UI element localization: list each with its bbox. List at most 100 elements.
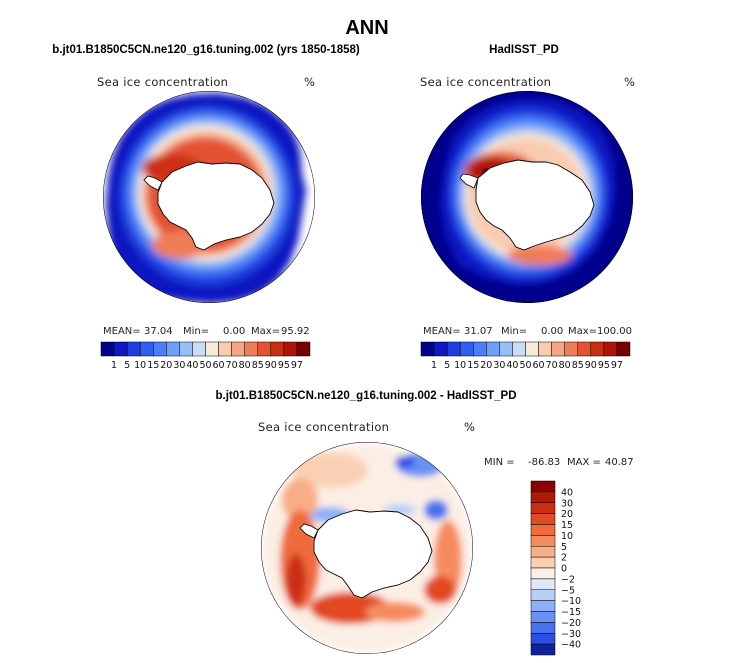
colorbar-swatch xyxy=(616,341,631,357)
panel-model-variable-label: Sea ice concentration xyxy=(97,75,228,89)
colorbar-swatch xyxy=(296,341,311,357)
colorbar-swatch xyxy=(530,589,556,601)
colorbar-tick-label: −40 xyxy=(561,640,581,651)
figure-title: ANN xyxy=(345,17,388,39)
colorbar-swatch xyxy=(530,622,556,634)
panel-model-max-value: 95.92 xyxy=(281,326,310,337)
panel-obs-stats: MEAN= 31.07 Min= 0.00 Max= 100.00 xyxy=(423,326,632,337)
colorbar-tick-label: 15 xyxy=(561,520,573,531)
panel-obs-mean-label: MEAN= xyxy=(423,326,461,337)
panel-diff-max-value: 40.87 xyxy=(605,457,634,468)
panel-diff-variable-label: Sea ice concentration xyxy=(258,420,389,434)
colorbar-swatch xyxy=(525,341,539,357)
colorbar-swatch xyxy=(473,341,487,357)
colorbar-tick-label: 15 xyxy=(147,360,159,371)
colorbar-tick-label: 95 xyxy=(598,360,610,371)
colorbar-swatch xyxy=(590,341,605,357)
panel-obs-min-label: Min= xyxy=(501,326,527,337)
colorbar-swatch xyxy=(113,341,128,357)
colorbar-swatch xyxy=(530,578,556,591)
colorbar-tick-label: 97 xyxy=(291,360,303,371)
colorbar-swatch xyxy=(530,491,556,504)
colorbar-tick-label: 1 xyxy=(111,360,117,371)
colorbar-swatch xyxy=(530,600,556,612)
panel-diff-min-label: MIN = xyxy=(484,457,515,468)
colorbar-swatch xyxy=(166,341,180,357)
colorbar-tick-label: 85 xyxy=(252,360,264,371)
colorbar-tick-label: 20 xyxy=(561,509,573,520)
panel-diff-max-label: MAX = xyxy=(567,457,601,468)
colorbar-tick-label: 50 xyxy=(519,360,531,371)
colorbar-swatch xyxy=(530,546,556,558)
colorbar-tick-label: 5 xyxy=(124,360,130,371)
colorbar-swatch xyxy=(126,341,141,357)
colorbar-swatch xyxy=(551,341,565,357)
colorbar-swatch xyxy=(564,341,579,357)
colorbar-tick-label: 10 xyxy=(454,360,466,371)
colorbar-swatch xyxy=(538,341,552,357)
panel-model-max-label: Max= xyxy=(251,326,280,337)
colorbar-tick-label: −30 xyxy=(561,629,581,640)
colorbar-swatch xyxy=(530,611,556,623)
colorbar-tick-label: −2 xyxy=(561,574,575,585)
panel-model-min-label: Min= xyxy=(183,326,209,337)
colorbar-tick-label: 15 xyxy=(467,360,479,371)
colorbar-tick-label: 1 xyxy=(431,360,437,371)
colorbar-swatch xyxy=(257,341,272,357)
panel-diff-min-value: -86.83 xyxy=(528,457,560,468)
colorbar-swatch xyxy=(530,633,556,645)
colorbar-swatch xyxy=(530,524,556,536)
panel-model-map xyxy=(103,91,315,303)
colorbar-tick-label: 30 xyxy=(493,360,505,371)
panel-diff-map xyxy=(261,442,473,654)
panel-diff: b.jt01.B1850C5CN.ne120_g16.tuning.002 - … xyxy=(215,390,634,656)
colorbar-swatch xyxy=(244,341,259,357)
panel-obs-mean-value: 31.07 xyxy=(464,326,493,337)
colorbar-swatch xyxy=(270,341,285,357)
colorbar-swatch xyxy=(530,567,556,580)
panel-obs-max-label: Max= xyxy=(568,326,597,337)
colorbar-tick-label: 95 xyxy=(278,360,290,371)
panel-diff-title: b.jt01.B1850C5CN.ne120_g16.tuning.002 - … xyxy=(215,390,516,402)
panel-model: b.jt01.B1850C5CN.ne120_g16.tuning.002 (y… xyxy=(52,44,360,371)
panel-obs-min-value: 0.00 xyxy=(541,326,563,337)
colorbar-swatch xyxy=(499,341,513,357)
colorbar-tick-label: 60 xyxy=(533,360,545,371)
colorbar-tick-label: 80 xyxy=(559,360,571,371)
colorbar-tick-label: 2 xyxy=(561,553,567,564)
panel-model-colorbar: 1 5 10 15 20 30 40 50 60 70 80 85 90 95 97 xyxy=(100,341,311,371)
panel-obs-units-label: % xyxy=(624,75,635,89)
colorbar-swatch xyxy=(577,341,592,357)
panel-model-units-label: % xyxy=(304,75,315,89)
colorbar-tick-label: 30 xyxy=(561,498,573,509)
colorbar-tick-label: 90 xyxy=(585,360,597,371)
colorbar-swatch xyxy=(218,341,232,357)
colorbar-swatch xyxy=(420,341,435,357)
colorbar-tick-label: 20 xyxy=(480,360,492,371)
panel-obs: HadISST_PD Sea ice concentration % MEAN xyxy=(420,44,635,371)
colorbar-swatch xyxy=(231,341,245,357)
colorbar-tick-label: −20 xyxy=(561,618,581,629)
colorbar-tick-label: −10 xyxy=(561,596,581,607)
panel-obs-variable-label: Sea ice concentration xyxy=(420,75,551,89)
panel-model-min-value: 0.00 xyxy=(223,326,245,337)
colorbar-swatch xyxy=(283,341,298,357)
panel-model-mean-value: 37.04 xyxy=(144,326,173,337)
colorbar-swatch xyxy=(603,341,618,357)
colorbar-swatch xyxy=(530,556,556,569)
colorbar-swatch xyxy=(100,341,115,357)
colorbar-swatch xyxy=(530,535,556,547)
colorbar-tick-label: 30 xyxy=(173,360,185,371)
panel-obs-max-value: 100.00 xyxy=(597,326,632,337)
colorbar-swatch xyxy=(459,341,474,357)
colorbar-swatch xyxy=(486,341,500,357)
colorbar-swatch xyxy=(530,480,556,493)
colorbar-tick-label: 60 xyxy=(213,360,225,371)
panel-model-stats: MEAN= 37.04 Min= 0.00 Max= 95.92 xyxy=(103,326,310,337)
colorbar-swatch xyxy=(446,341,461,357)
colorbar-tick-label: 90 xyxy=(265,360,277,371)
colorbar-swatch xyxy=(433,341,448,357)
colorbar-swatch xyxy=(530,513,556,525)
